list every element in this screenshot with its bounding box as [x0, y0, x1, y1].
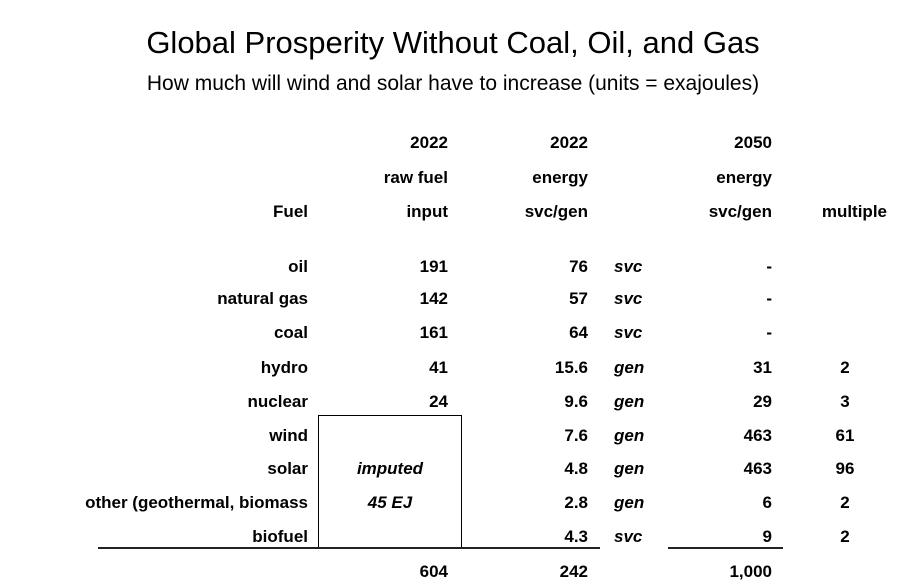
header-energy-2022: energy: [532, 168, 588, 187]
header-raw-fuel: raw fuel: [383, 168, 448, 187]
energy-2022-value: 15.6: [554, 358, 588, 377]
header-multiple: multiple: [821, 202, 887, 221]
total-rule-2050: [668, 547, 783, 549]
energy-2022-value: 4.3: [564, 527, 588, 546]
energy-2022-value: 4.8: [564, 459, 588, 478]
raw-fuel-value: 142: [419, 289, 448, 308]
fuel-label: natural gas: [217, 289, 308, 308]
header-raw-fuel: input: [406, 202, 448, 221]
multiple-value: 2: [840, 358, 850, 377]
raw-fuel-value: 191: [419, 257, 448, 276]
total-energy-2050: 1,000: [729, 562, 772, 581]
svc-gen-type: svc: [614, 323, 643, 342]
energy-2050-value: -: [766, 257, 772, 276]
raw-fuel-value: 161: [419, 323, 448, 342]
energy-2022-value: 2.8: [564, 493, 588, 512]
raw-fuel-value: 24: [429, 392, 448, 411]
page-title: Global Prosperity Without Coal, Oil, and…: [146, 25, 760, 60]
energy-2050-value: -: [766, 323, 772, 342]
total-raw-fuel: 604: [419, 562, 448, 581]
svc-gen-type: gen: [614, 358, 645, 377]
svc-gen-type: gen: [614, 426, 645, 445]
total-rule: [98, 547, 600, 549]
header-energy-2050: energy: [716, 168, 772, 187]
raw-fuel-value: 41: [429, 358, 448, 377]
fuel-label: hydro: [260, 358, 308, 377]
energy-2050-value: 29: [753, 392, 772, 411]
energy-2050-value: 463: [743, 426, 772, 445]
energy-2022-value: 76: [569, 257, 588, 276]
energy-2050-value: 6: [762, 493, 772, 512]
svc-gen-type: gen: [614, 459, 645, 478]
imputed-box: [318, 415, 462, 549]
header-energy-2050: svc/gen: [708, 202, 772, 221]
multiple-value: 61: [835, 426, 855, 445]
svc-gen-type: svc: [614, 527, 643, 546]
fuel-label: other (geothermal, biomass: [85, 493, 308, 512]
fuel-label: nuclear: [247, 392, 308, 411]
fuel-label: solar: [267, 459, 308, 478]
svc-gen-type: svc: [614, 257, 643, 276]
energy-2022-value: 7.6: [564, 426, 588, 445]
energy-2050-value: 31: [753, 358, 772, 377]
header-energy-2022: svc/gen: [524, 202, 588, 221]
energy-2022-value: 9.6: [564, 392, 588, 411]
energy-2022-value: 64: [569, 323, 588, 342]
imputed-note: imputed: [356, 459, 424, 478]
header-raw-fuel: 2022: [410, 133, 448, 152]
header-energy-2022: 2022: [550, 133, 588, 152]
multiple-value: 2: [840, 493, 850, 512]
energy-2050-value: 9: [762, 527, 772, 546]
fuel-label: oil: [288, 257, 308, 276]
svc-gen-type: gen: [614, 493, 645, 512]
svc-gen-type: gen: [614, 392, 645, 411]
total-energy-2022: 242: [559, 562, 588, 581]
fuel-label: coal: [273, 323, 308, 342]
multiple-value: 96: [835, 459, 855, 478]
fuel-label: biofuel: [252, 527, 308, 546]
fuel-label: wind: [269, 426, 308, 445]
energy-2022-value: 57: [569, 289, 588, 308]
page-subtitle: How much will wind and solar have to inc…: [146, 72, 760, 95]
multiple-value: 3: [840, 392, 850, 411]
svc-gen-type: svc: [614, 289, 643, 308]
energy-2050-value: 463: [743, 459, 772, 478]
multiple-value: 2: [840, 527, 850, 546]
energy-2050-value: -: [766, 289, 772, 308]
imputed-note: 45 EJ: [367, 493, 413, 512]
header-fuel: Fuel: [273, 202, 308, 221]
header-energy-2050: 2050: [734, 133, 772, 152]
